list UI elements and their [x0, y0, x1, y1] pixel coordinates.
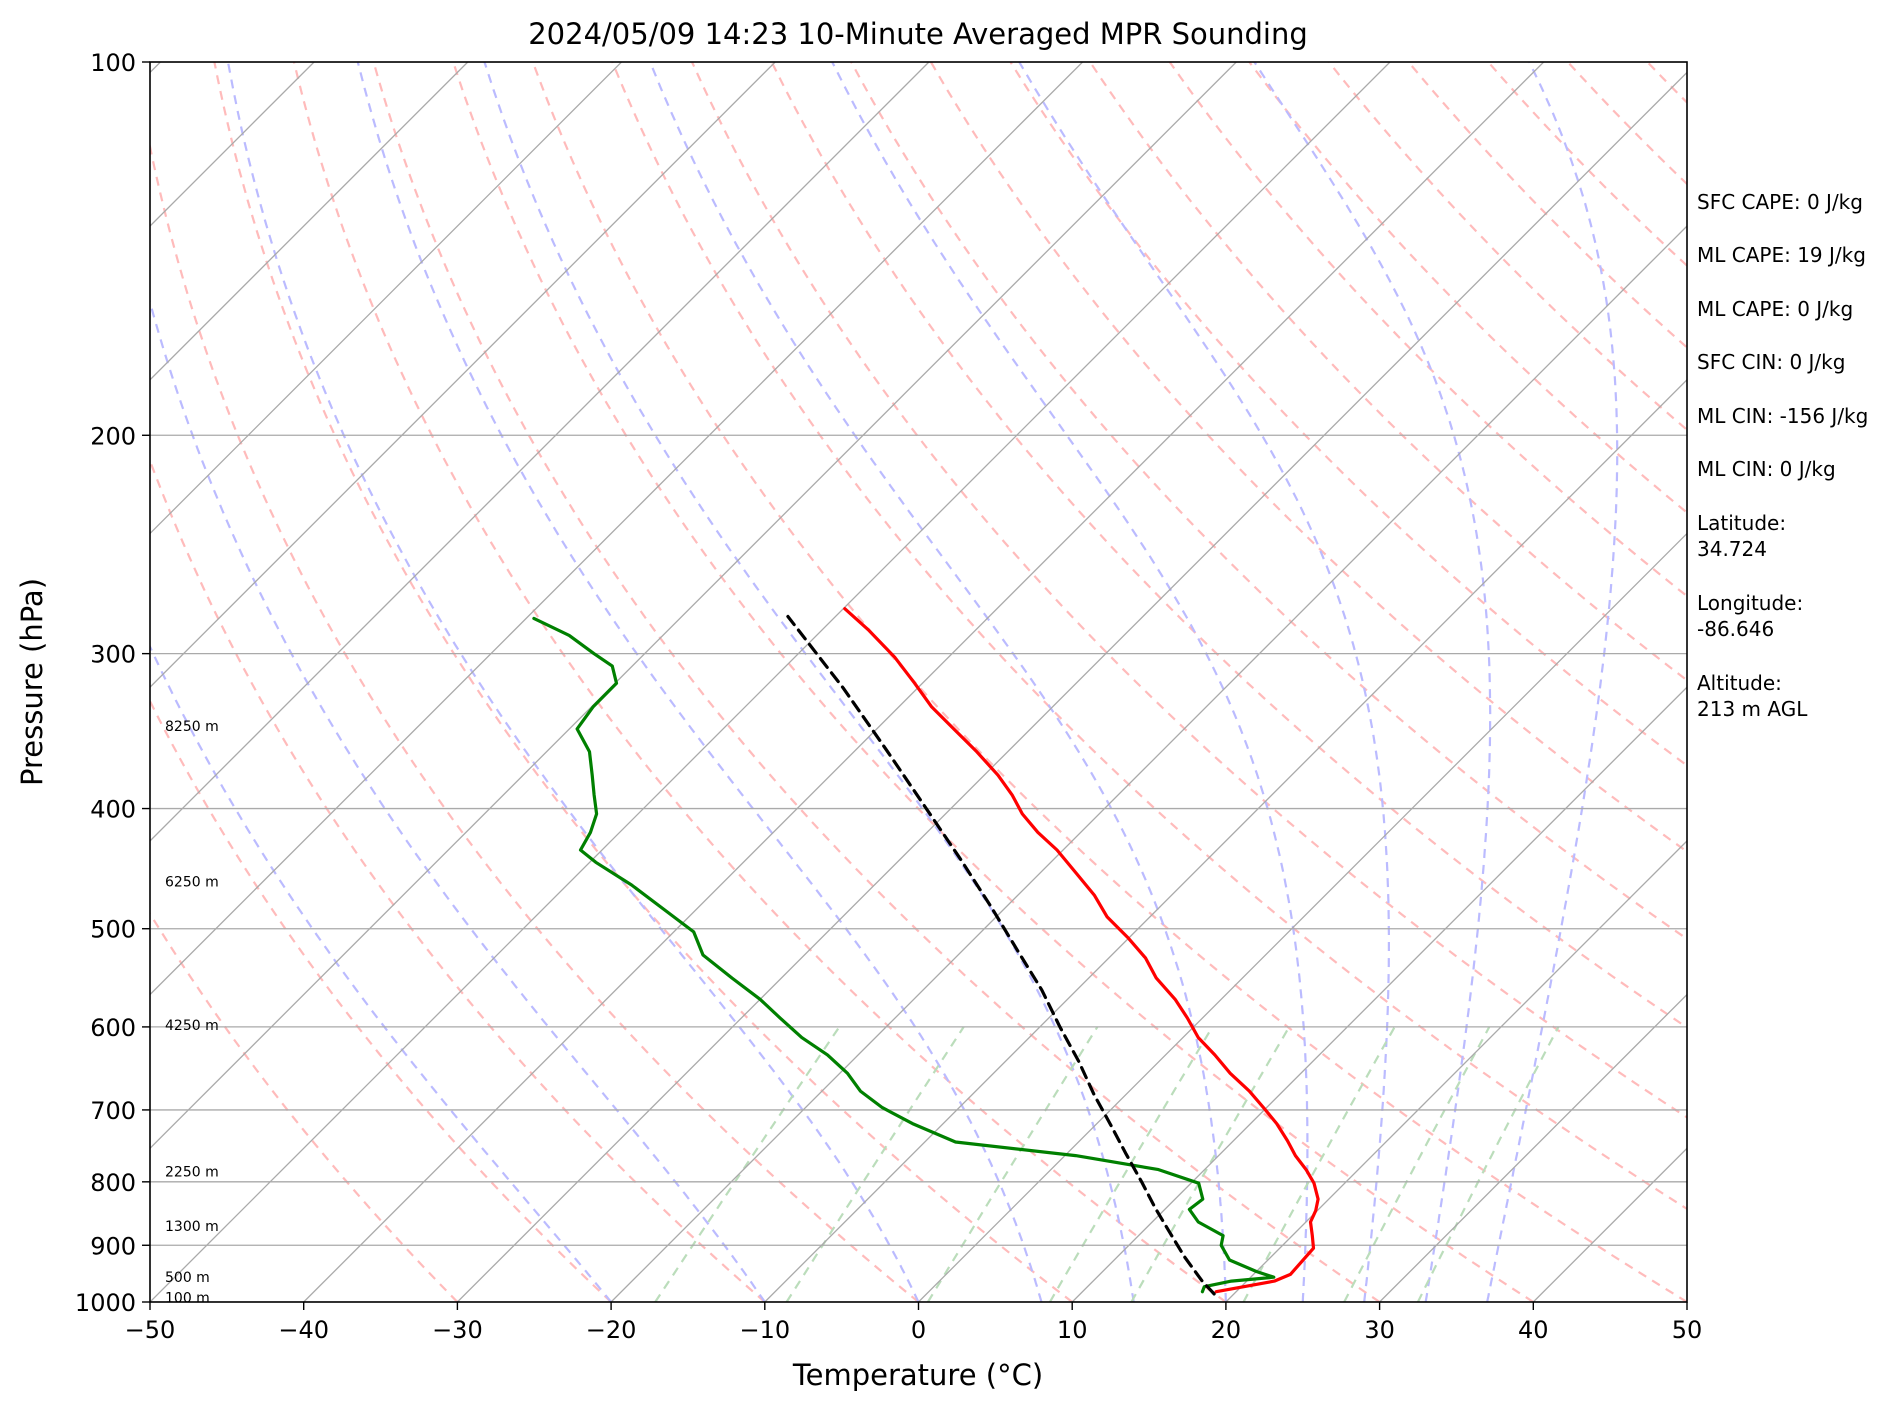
height-label: 4250 m [165, 1018, 219, 1034]
dewpoint-line [532, 616, 1276, 1294]
moist-adiabat-line [649, 62, 1227, 1302]
dry-adiabat-line [150, 911, 459, 1302]
mixing-ratio-line [1416, 1026, 1560, 1302]
isotherm-line [150, 62, 1391, 1302]
mixing-ratio-line [1242, 1026, 1396, 1302]
dry-adiabat-line [1009, 62, 1687, 767]
isotherm-line [150, 62, 930, 842]
height-label: 8250 m [165, 719, 219, 735]
height-label: 6250 m [165, 874, 219, 890]
y-tick-label: 800 [90, 1169, 136, 1197]
isotherm-line [150, 62, 776, 689]
y-tick-label: 900 [90, 1232, 136, 1260]
moist-adiabat-line [1253, 62, 1492, 1302]
mixing-ratio-line [1343, 1026, 1491, 1302]
isotherm-line [764, 378, 1687, 1302]
longitude-value: -86.646 [1697, 617, 1774, 641]
y-tick-label: 700 [90, 1097, 136, 1125]
moist-adiabat-line [483, 62, 1135, 1302]
moist-adiabat-line [356, 62, 1043, 1302]
sfc-cin-text: SFC CIN: 0 J/kg [1697, 350, 1845, 374]
dry-adiabat-line [929, 62, 1687, 853]
dry-adiabat-line [213, 62, 1073, 1302]
x-tick-label: 30 [1364, 1316, 1395, 1344]
isotherm-line [456, 71, 1687, 1302]
dry-adiabat-line [292, 62, 1227, 1302]
ml-cin-text-2: ML CIN: 0 J/kg [1697, 457, 1836, 481]
ml-cin-text: ML CIN: -156 J/kg [1697, 404, 1868, 428]
moist-adiabat-line [226, 62, 920, 1302]
isotherm-line [1071, 686, 1687, 1302]
x-tick-label: 10 [1057, 1316, 1088, 1344]
x-tick-label: 50 [1672, 1316, 1703, 1344]
isotherm-line [0, 62, 7, 1302]
height-labels: 100 m 500 m 1300 m 2250 m 4250 m 6250 m 8250 m [165, 719, 219, 1307]
x-tick-label: 0 [911, 1316, 926, 1344]
dry-adiabat-line [372, 62, 1381, 1302]
isotherm-line [1379, 993, 1687, 1302]
background-lines [0, 62, 1687, 1302]
longitude-label: Longitude: [1697, 591, 1803, 615]
altitude-label: Altitude: [1697, 671, 1782, 695]
mixing-ratio-line [785, 1026, 965, 1302]
x-tick-label: −50 [125, 1316, 176, 1344]
mixing-ratio-line [926, 1026, 1099, 1302]
isotherm-line [150, 62, 1237, 1150]
x-tick-label: 40 [1518, 1316, 1549, 1344]
x-tick-label: 20 [1211, 1316, 1242, 1344]
y-axis-ticks: 100 200 300 400 500 600 700 800 900 1000 [75, 49, 150, 1317]
dry-adiabat-line [150, 457, 766, 1302]
plot-frame [149, 61, 1688, 1303]
height-label: 100 m [165, 1291, 210, 1307]
y-tick-label: 400 [90, 796, 136, 824]
dry-adiabat-line [452, 62, 1534, 1302]
dry-adiabat-line [690, 62, 1687, 1119]
moist-adiabat-line [150, 644, 612, 1302]
height-label: 500 m [165, 1270, 210, 1286]
x-tick-label: −30 [432, 1316, 483, 1344]
dry-adiabat-line [1248, 62, 1687, 515]
y-tick-label: 500 [90, 916, 136, 944]
y-tick-label: 200 [90, 422, 136, 450]
x-tick-label: −40 [278, 1316, 329, 1344]
isotherm-line [150, 62, 1084, 996]
parcel-line [786, 614, 1216, 1296]
ml-cape-text: ML CAPE: 19 J/kg [1697, 243, 1866, 267]
y-tick-label: 600 [90, 1014, 136, 1042]
dry-adiabat-line [531, 62, 1687, 1302]
height-label: 1300 m [165, 1219, 219, 1235]
isotherm-line [303, 62, 1545, 1302]
y-axis-title: Pressure (hPa) [15, 578, 49, 786]
y-tick-label: 1000 [75, 1289, 136, 1317]
x-axis-ticks: −50 −40 −30 −20 −10 0 10 20 30 40 50 [125, 1302, 1703, 1344]
sounding-series [532, 607, 1320, 1296]
x-axis-title: Temperature (°C) [792, 1358, 1043, 1392]
moist-adiabat-line [1486, 62, 1619, 1302]
isotherm-line [150, 62, 622, 535]
sfc-cape-text: SFC CAPE: 0 J/kg [1697, 190, 1863, 214]
isotherm-line [918, 532, 1687, 1302]
temperature-line [843, 607, 1320, 1294]
latitude-label: Latitude: [1697, 511, 1786, 535]
isotherm-line [610, 225, 1687, 1302]
ml-cape-text-2: ML CAPE: 0 J/kg [1697, 297, 1853, 321]
isotherm-line [150, 62, 469, 381]
height-label: 2250 m [165, 1165, 219, 1181]
altitude-value: 213 m AGL [1697, 697, 1808, 721]
dry-adiabat-line [150, 141, 920, 1302]
x-tick-label: −10 [739, 1316, 790, 1344]
x-tick-label: −20 [586, 1316, 637, 1344]
latitude-value: 34.724 [1697, 537, 1767, 561]
moist-adiabat-line [1018, 62, 1391, 1302]
moist-adiabat-line [150, 298, 766, 1302]
isotherm-line [1225, 839, 1687, 1302]
moist-adiabat-line [831, 62, 1309, 1302]
info-panel: SFC CAPE: 0 J/kg ML CAPE: 19 J/kg ML CAP… [1697, 190, 1868, 721]
y-tick-label: 100 [90, 49, 136, 77]
chart-title: 2024/05/09 14:23 10-Minute Averaged MPR … [528, 17, 1308, 51]
dry-adiabat-line [611, 62, 1687, 1211]
y-tick-label: 300 [90, 641, 136, 669]
